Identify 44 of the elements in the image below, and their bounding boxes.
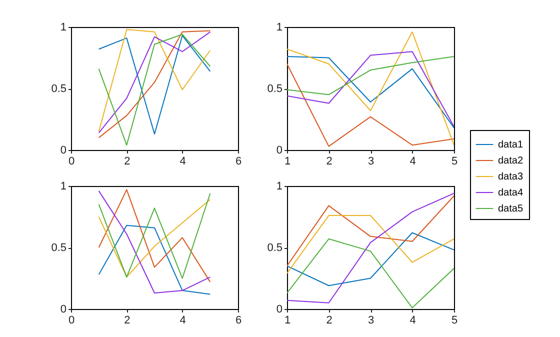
x-tick-label: 4 (410, 156, 416, 168)
legend-label: data1 (498, 140, 524, 150)
line-series (287, 238, 454, 308)
x-tick-label: 5 (451, 314, 458, 326)
legend-label: data3 (498, 172, 524, 182)
line-series (287, 56, 454, 96)
x-tick-label: 3 (368, 156, 374, 168)
y-tick-label: 1 (276, 180, 282, 192)
y-tick-label: 0.5 (267, 242, 282, 254)
y-tick-label: 1 (60, 180, 66, 192)
y-tick-label: 0 (60, 144, 66, 156)
x-tick-label: 3 (368, 314, 374, 326)
x-tick-label: 6 (235, 156, 242, 168)
y-tick-label: 1 (60, 22, 66, 34)
x-tick-label: 5 (451, 156, 458, 168)
y-tick-label: 1 (276, 22, 282, 34)
y-tick-label: 0 (276, 144, 282, 156)
line-series (98, 224, 211, 295)
x-tick-label: 2 (124, 156, 130, 168)
y-tick-label: 0.5 (51, 83, 66, 95)
x-tick-label: 2 (326, 314, 332, 326)
x-tick-label: 4 (180, 156, 186, 168)
x-tick-label: 0 (68, 156, 75, 168)
line-series (287, 192, 454, 304)
line-series (287, 63, 454, 147)
y-tick-label: 0 (60, 304, 66, 316)
x-tick-label: 1 (284, 156, 291, 168)
line-series (287, 215, 454, 274)
x-tick-label: 4 (410, 314, 416, 326)
line-series (287, 31, 454, 146)
legend-label: data5 (498, 204, 524, 214)
legend-label: data4 (498, 188, 524, 198)
y-tick-label: 0 (276, 304, 282, 316)
line-series (287, 232, 454, 286)
x-tick-label: 1 (284, 314, 291, 326)
y-tick-label: 0.5 (51, 242, 66, 254)
y-tick-label: 0.5 (267, 83, 282, 95)
x-tick-label: 0 (68, 314, 75, 326)
x-tick-label: 4 (180, 314, 186, 326)
x-tick-label: 6 (235, 314, 242, 326)
x-tick-label: 2 (124, 314, 130, 326)
x-tick-label: 2 (326, 156, 332, 168)
line-series (287, 195, 454, 266)
legend-label: data2 (498, 156, 524, 166)
